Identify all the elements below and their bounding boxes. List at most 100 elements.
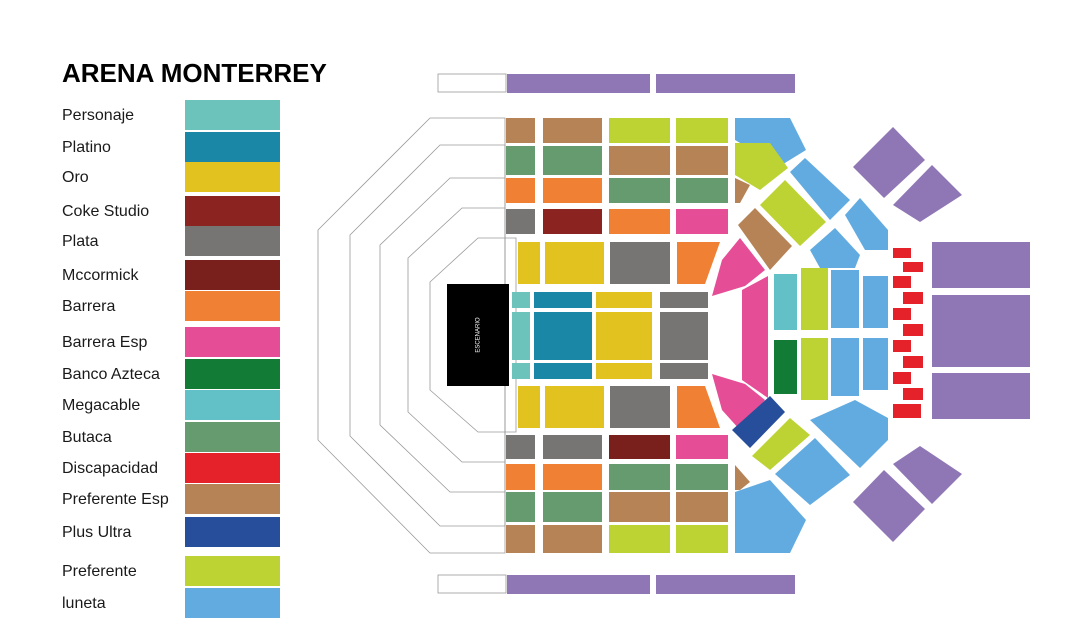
section[interactable] — [863, 338, 888, 390]
section[interactable] — [676, 492, 728, 522]
section[interactable] — [506, 178, 535, 203]
section[interactable] — [735, 480, 806, 553]
section[interactable] — [534, 363, 592, 379]
section[interactable] — [732, 396, 785, 448]
section[interactable] — [676, 118, 728, 143]
section[interactable] — [512, 292, 530, 308]
section[interactable] — [518, 242, 540, 284]
section[interactable] — [512, 363, 530, 379]
title: ARENA MONTERREY — [62, 58, 327, 88]
section[interactable] — [893, 276, 911, 288]
section[interactable] — [506, 464, 535, 490]
section[interactable] — [752, 418, 810, 470]
section[interactable] — [676, 464, 728, 490]
section[interactable] — [677, 386, 720, 428]
section[interactable] — [863, 276, 888, 328]
section[interactable] — [676, 146, 728, 175]
section[interactable] — [610, 242, 670, 284]
section[interactable] — [609, 178, 670, 203]
section[interactable] — [596, 312, 652, 360]
section[interactable] — [712, 374, 765, 430]
section[interactable] — [738, 208, 792, 270]
section[interactable] — [660, 312, 708, 360]
section[interactable] — [543, 464, 602, 490]
section[interactable] — [506, 492, 535, 522]
section[interactable] — [774, 274, 797, 330]
section[interactable] — [506, 146, 535, 175]
section[interactable] — [801, 338, 828, 400]
section[interactable] — [893, 340, 911, 352]
section[interactable] — [660, 292, 708, 308]
legend-swatch — [185, 422, 280, 452]
section[interactable] — [903, 356, 923, 368]
section[interactable] — [903, 324, 923, 336]
section[interactable] — [543, 492, 602, 522]
section[interactable] — [609, 209, 670, 234]
section[interactable] — [676, 178, 728, 203]
section[interactable] — [610, 386, 670, 428]
section[interactable] — [543, 209, 602, 234]
section[interactable] — [677, 242, 720, 284]
section[interactable] — [831, 270, 859, 328]
section[interactable] — [512, 312, 530, 360]
section[interactable] — [660, 363, 708, 379]
section[interactable] — [609, 464, 670, 490]
section[interactable] — [893, 404, 921, 418]
section[interactable] — [534, 312, 592, 360]
section[interactable] — [534, 292, 592, 308]
section[interactable] — [742, 276, 768, 398]
section[interactable] — [903, 262, 923, 272]
section[interactable] — [543, 178, 602, 203]
section[interactable] — [801, 268, 828, 330]
legend-label: Butaca — [62, 429, 112, 446]
section[interactable] — [810, 400, 888, 468]
section[interactable] — [893, 372, 911, 384]
section[interactable] — [903, 292, 923, 304]
section[interactable] — [609, 525, 670, 553]
section[interactable] — [609, 492, 670, 522]
section[interactable] — [609, 435, 670, 459]
section[interactable] — [676, 435, 728, 459]
legend-swatch — [185, 226, 280, 256]
legend-swatch — [185, 291, 280, 321]
section[interactable] — [893, 308, 911, 320]
section[interactable] — [518, 386, 540, 428]
section[interactable] — [543, 118, 602, 143]
section[interactable] — [506, 435, 535, 459]
section[interactable] — [596, 292, 652, 308]
legend-swatch — [185, 588, 280, 618]
section[interactable] — [506, 525, 535, 553]
section[interactable] — [543, 525, 602, 553]
section[interactable] — [760, 180, 826, 246]
section[interactable] — [735, 118, 806, 166]
section[interactable] — [543, 146, 602, 175]
section[interactable] — [903, 388, 923, 400]
legend-label: Barrera Esp — [62, 334, 147, 351]
section[interactable] — [676, 525, 728, 553]
legend-swatch — [185, 390, 280, 420]
section[interactable] — [845, 198, 888, 250]
section[interactable] — [735, 465, 750, 490]
section[interactable] — [831, 338, 859, 396]
section[interactable] — [790, 158, 850, 220]
section[interactable] — [609, 146, 670, 175]
section[interactable] — [775, 438, 850, 505]
stage — [447, 284, 509, 386]
legend-swatch — [185, 484, 280, 514]
section[interactable] — [543, 435, 602, 459]
section[interactable] — [506, 118, 535, 143]
section[interactable] — [735, 143, 788, 190]
section[interactable] — [609, 118, 670, 143]
section[interactable] — [545, 386, 604, 428]
section[interactable] — [506, 209, 535, 234]
section[interactable] — [774, 340, 797, 394]
section[interactable] — [810, 228, 860, 268]
section[interactable] — [545, 242, 604, 284]
section[interactable] — [735, 178, 750, 203]
legend-label: Banco Azteca — [62, 366, 160, 383]
section[interactable] — [712, 238, 765, 296]
section[interactable] — [893, 248, 911, 258]
section[interactable] — [596, 363, 652, 379]
section[interactable] — [676, 209, 728, 234]
